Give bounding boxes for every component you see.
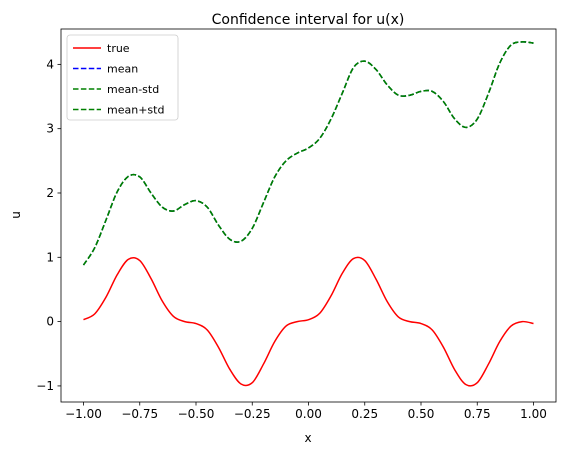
legend-label: mean-std (107, 83, 159, 96)
legend: true mean mean-std mean+std (66, 34, 179, 121)
series-layer (82, 41, 534, 387)
legend-label: true (107, 42, 130, 55)
x-tick-label: 0.50 (408, 407, 435, 421)
x-tick-label: −1.00 (65, 407, 102, 421)
y-tick-label: 0 (46, 315, 54, 329)
series-line-mean-std (82, 41, 534, 266)
x-axis-ticks: −1.00 −0.75 −0.50 −0.25 0.00 0.25 0.50 0.75 1.00 (65, 402, 547, 421)
chart-title: Confidence interval for u(x) (212, 12, 405, 28)
y-tick-label: −1 (36, 379, 54, 393)
series-line-true (83, 256, 534, 387)
x-tick-label: 0.75 (464, 407, 491, 421)
x-tick-label: 1.00 (520, 407, 547, 421)
y-axis-ticks: −1 0 1 2 3 4 (36, 57, 61, 393)
y-tick-label: 1 (46, 250, 54, 264)
y-tick-label: 4 (46, 57, 54, 71)
x-tick-label: 0.25 (351, 407, 378, 421)
y-axis-label: u (9, 211, 23, 219)
x-tick-label: −0.75 (121, 407, 158, 421)
legend-label: mean+std (107, 104, 164, 117)
x-axis-label: x (304, 431, 311, 445)
x-tick-label: 0.00 (295, 407, 322, 421)
y-tick-label: 2 (46, 186, 54, 200)
y-tick-label: 3 (46, 122, 54, 136)
legend-label: mean (107, 63, 138, 76)
legend-box (66, 34, 179, 121)
x-tick-label: −0.50 (178, 407, 215, 421)
x-tick-label: −0.25 (234, 407, 271, 421)
